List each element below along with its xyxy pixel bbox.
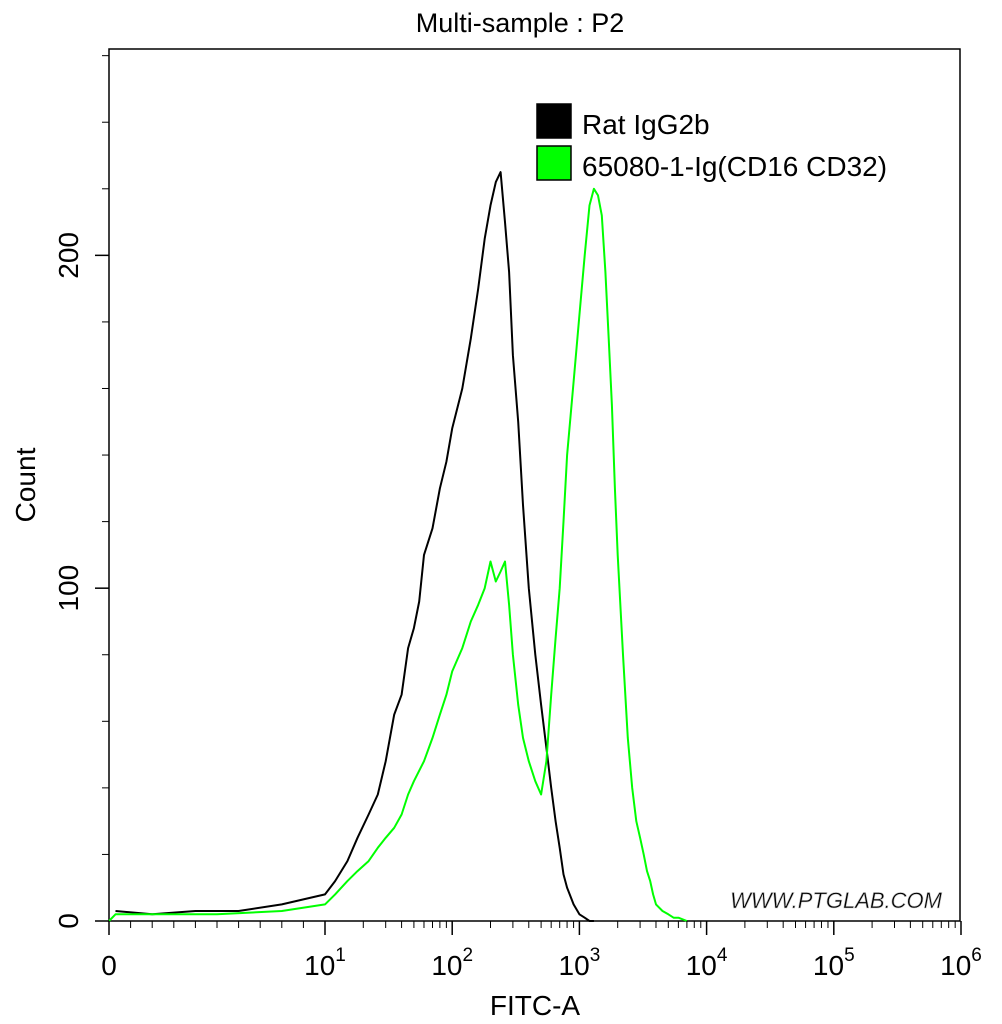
x-axis-label: FITC-A xyxy=(490,990,581,1021)
plot-frame xyxy=(108,48,961,922)
x-axis-ticks: 0 101 102 103 104 105 106 xyxy=(101,921,982,981)
y-axis-label: Count xyxy=(10,447,41,522)
series-layer xyxy=(108,171,688,922)
series-line-1 xyxy=(108,187,688,922)
x-tick-label-6: 106 xyxy=(940,945,982,981)
y-tick-label-1: 100 xyxy=(53,565,84,612)
legend-swatch-rat-igg2b xyxy=(536,103,572,139)
legend-swatch-cd16-cd32 xyxy=(536,145,572,181)
legend: Rat IgG2b 65080-1-Ig(CD16 CD32) xyxy=(536,103,887,182)
legend-label-cd16-cd32: 65080-1-Ig(CD16 CD32) xyxy=(582,151,887,182)
x-tick-label-5: 105 xyxy=(813,945,855,981)
y-tick-label-2: 200 xyxy=(53,232,84,279)
chart-title: Multi-sample : P2 xyxy=(416,8,625,38)
x-tick-label-1: 101 xyxy=(304,945,346,981)
watermark: WWW.PTGLAB.COM xyxy=(730,888,943,913)
x-tick-label-2: 102 xyxy=(431,945,473,981)
x-tick-label-4: 104 xyxy=(686,945,728,981)
x-tick-label-0: 0 xyxy=(101,950,117,981)
series-line-0 xyxy=(115,171,594,922)
y-tick-label-0: 0 xyxy=(53,913,84,929)
y-axis-ticks: 0 100 200 xyxy=(53,55,109,929)
legend-label-rat-igg2b: Rat IgG2b xyxy=(582,109,710,140)
x-tick-label-3: 103 xyxy=(559,945,601,981)
